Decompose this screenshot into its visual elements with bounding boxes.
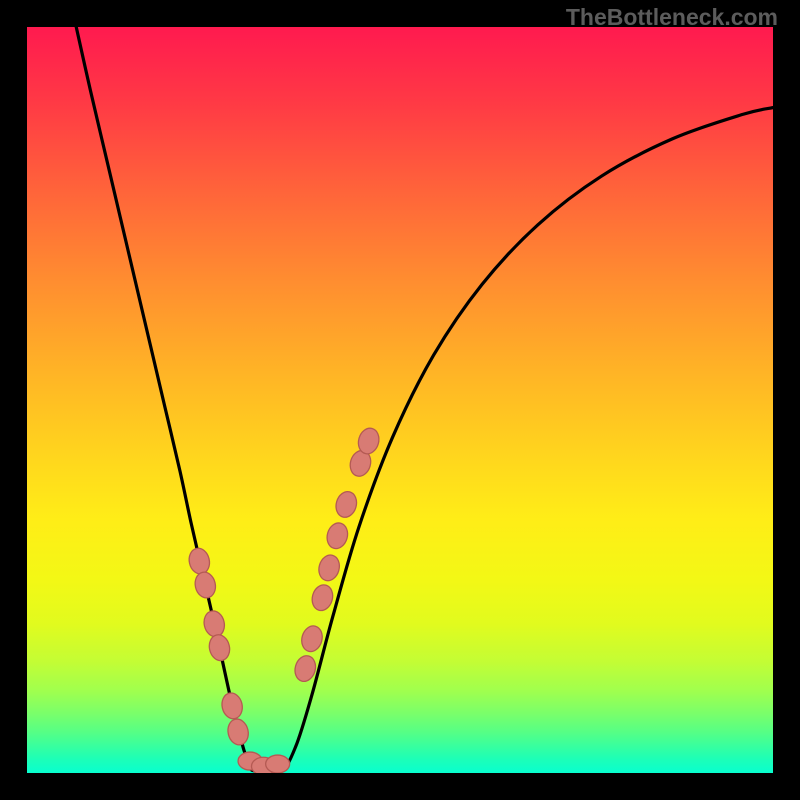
bead-left bbox=[207, 633, 232, 663]
watermark-text: TheBottleneck.com bbox=[566, 4, 778, 31]
bead-right bbox=[316, 553, 342, 583]
plot-area bbox=[27, 27, 773, 773]
bead-left bbox=[225, 717, 250, 747]
bead-right bbox=[292, 653, 318, 683]
bead-right bbox=[324, 521, 350, 551]
curve-layer bbox=[27, 27, 773, 773]
bead-right bbox=[333, 489, 359, 519]
bead-left bbox=[187, 546, 212, 576]
bead-right bbox=[309, 582, 335, 612]
bottleneck-curve bbox=[76, 27, 773, 773]
bead-right bbox=[299, 624, 325, 654]
bead-left bbox=[220, 691, 245, 721]
bead-left bbox=[193, 570, 218, 600]
chart-stage: TheBottleneck.com bbox=[0, 0, 800, 800]
bead-floor bbox=[266, 755, 290, 773]
bead-left bbox=[202, 609, 227, 639]
